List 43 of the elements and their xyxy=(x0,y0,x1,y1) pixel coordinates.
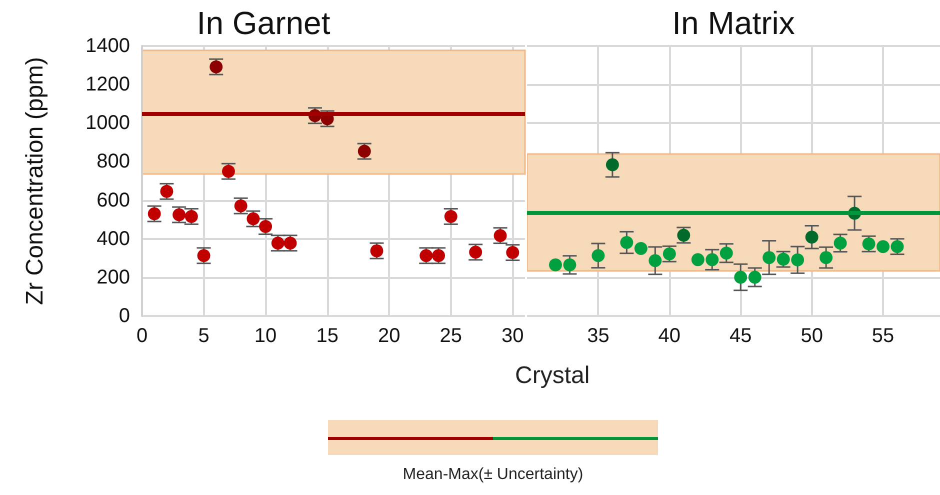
y-tick-label: 1200 xyxy=(86,74,130,96)
point xyxy=(820,251,833,264)
x-tick-label: 55 xyxy=(872,325,894,347)
x-tick-label: 25 xyxy=(440,325,462,347)
x-tick-label: 10 xyxy=(254,325,277,347)
point xyxy=(720,246,733,260)
point xyxy=(592,249,605,262)
chart-title: In Matrix xyxy=(672,5,795,41)
chart-title: In Garnet xyxy=(196,5,330,41)
y-tick-label: 0 xyxy=(118,305,130,327)
point xyxy=(706,253,719,266)
point xyxy=(876,240,890,254)
x-tick-label: 0 xyxy=(136,325,148,347)
point xyxy=(606,158,619,172)
point xyxy=(648,254,662,268)
x-tick-label: 35 xyxy=(587,325,610,347)
point xyxy=(762,251,776,264)
x-tick-label: 50 xyxy=(800,325,823,347)
point xyxy=(791,253,804,266)
x-tick-label: 20 xyxy=(378,325,400,347)
point xyxy=(734,270,748,284)
point xyxy=(834,236,847,250)
text: Mean-Max(± Uncertainty) xyxy=(402,466,584,484)
point xyxy=(691,253,704,266)
point xyxy=(748,270,762,284)
x-tick-label: 30 xyxy=(502,325,524,347)
y-tick-label: 400 xyxy=(96,228,130,250)
y-axis-title: Zr Concentration (ppm) xyxy=(22,56,48,306)
point xyxy=(634,242,648,255)
y-tick-label: 200 xyxy=(96,266,130,288)
point xyxy=(805,230,818,244)
x-tick-label: 15 xyxy=(316,325,338,347)
y-tick-label: 800 xyxy=(96,150,130,173)
x-tick-label: 40 xyxy=(658,325,681,347)
point xyxy=(620,236,634,250)
x-tick-label: 45 xyxy=(729,325,752,347)
y-tick-label: 1000 xyxy=(86,112,130,134)
x-axis-title: Crystal xyxy=(515,362,590,390)
y-tick-label: 1400 xyxy=(86,35,130,57)
point xyxy=(548,258,562,272)
x-tick-label: 5 xyxy=(198,325,210,347)
y-tick-label: 600 xyxy=(96,189,130,212)
point xyxy=(563,258,576,272)
